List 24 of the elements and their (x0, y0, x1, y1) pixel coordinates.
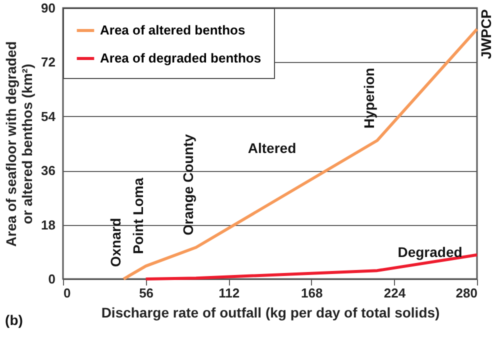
y-axis-title: Area of seafloor with degraded or altered benthos (km²) (3, 41, 36, 247)
y-tick-label: 90 (41, 0, 56, 16)
annotation: Orange County (180, 134, 196, 236)
x-tick-label: 0 (64, 286, 71, 300)
x-axis-title: Discharge rate of outfall (kg per day of total solids) (101, 304, 440, 320)
annotation: Altered (248, 140, 296, 156)
x-tick-label: 56 (139, 286, 154, 300)
y-tick-label: 36 (41, 163, 56, 178)
annotation: Point Loma (130, 178, 146, 254)
annotation: Degraded (398, 244, 462, 260)
x-tick-label: 112 (218, 286, 240, 300)
x-tick-label: 224 (384, 286, 406, 300)
y-tick-label: 0 (48, 272, 56, 286)
x-tick-label: 280 (456, 286, 478, 300)
x-tick-label: 168 (301, 286, 323, 300)
legend-label: Area of altered benthos (100, 22, 246, 38)
annotation: Hyperion (361, 68, 378, 128)
y-tick-label: 54 (41, 108, 56, 124)
text: (b) (5, 312, 23, 328)
y-tick-label: 72 (41, 54, 56, 70)
annotation: JWPCP (478, 9, 494, 60)
legend-label: Area of degraded benthos (100, 50, 262, 66)
annotation: Oxnard (108, 218, 124, 267)
y-tick-label: 18 (41, 217, 56, 232)
